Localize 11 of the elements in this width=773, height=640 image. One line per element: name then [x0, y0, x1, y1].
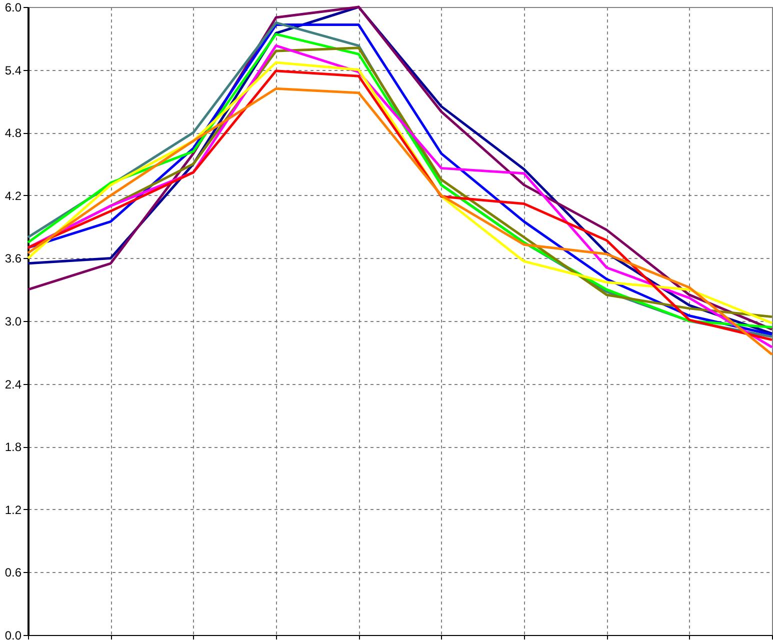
y-tick-label: 3.0 — [4, 314, 22, 328]
y-tick-label: 1.2 — [4, 502, 22, 517]
y-tick-label: 4.2 — [4, 188, 22, 203]
y-tick-label: 0.6 — [4, 566, 22, 580]
y-tick-label: 5.4 — [4, 63, 22, 78]
y-tick-label: 0.0 — [4, 628, 22, 640]
y-tick-label: 4.8 — [4, 126, 22, 140]
y-tick-label: 1.8 — [4, 440, 22, 454]
y-tick-label: 6.0 — [4, 0, 22, 14]
y-tick-label: 2.4 — [4, 377, 22, 392]
y-tick-label: 3.6 — [4, 252, 22, 266]
